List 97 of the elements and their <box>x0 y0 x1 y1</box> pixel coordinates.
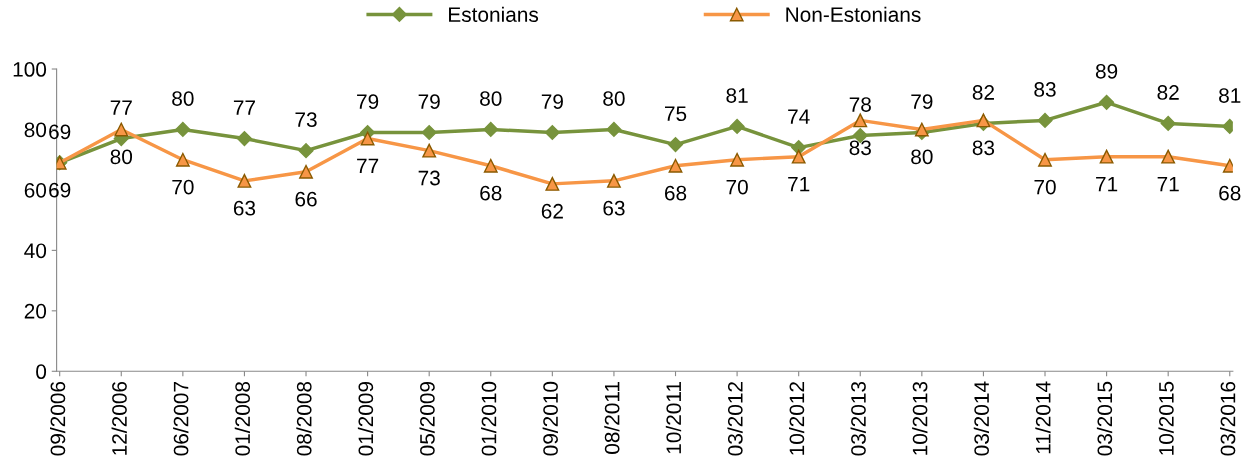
point <box>1160 115 1176 131</box>
data-label: 80 <box>480 91 502 106</box>
data-label: 69 <box>49 124 71 140</box>
data-label: 70 <box>172 179 194 195</box>
data-label: 68 <box>1219 185 1241 201</box>
y-tick-label: 60 <box>24 182 47 198</box>
data-label: 62 <box>541 203 563 219</box>
y-tick-label: 100 <box>13 62 47 77</box>
point <box>730 152 745 167</box>
point <box>1161 149 1176 164</box>
data-label: 68 <box>664 185 687 201</box>
point <box>236 130 253 147</box>
data-label: 71 <box>1096 176 1118 192</box>
x-tick-label: 03/2016 <box>1220 381 1236 456</box>
y-tick-label: 0 <box>36 364 47 380</box>
point <box>1037 112 1053 128</box>
data-label: 77 <box>110 100 132 115</box>
y-tick-label: 80 <box>24 122 47 138</box>
x-tick-label: 05/2009 <box>419 381 435 456</box>
data-label: 70 <box>726 179 748 195</box>
data-label: 79 <box>418 94 440 109</box>
point <box>791 149 806 164</box>
x-tick-label: 08/2011 <box>604 382 620 454</box>
y-tick-label: 20 <box>24 303 47 319</box>
data-label: 74 <box>788 109 810 124</box>
y-tick-label: 40 <box>24 243 47 259</box>
data-label: 66 <box>295 191 317 207</box>
data-label: 82 <box>972 85 994 100</box>
point <box>1038 152 1052 167</box>
data-label: 83 <box>972 140 995 156</box>
x-tick-label: 10/2011 <box>665 382 682 454</box>
x-tick-label: 09/2006 <box>49 381 66 456</box>
data-label: 77 <box>357 158 379 174</box>
legend-label: Non-Estonians <box>786 6 921 22</box>
data-label: 83 <box>1034 82 1056 97</box>
x-tick-label: 06/2007 <box>173 382 189 456</box>
point <box>175 121 191 138</box>
point <box>114 122 129 137</box>
data-label: 71 <box>788 176 810 192</box>
x-tick-label: 10/2015 <box>1158 381 1174 455</box>
x-tick-label: 03/2015 <box>1096 381 1113 456</box>
point <box>1099 149 1114 164</box>
point <box>422 143 437 158</box>
data-label: 75 <box>665 106 687 122</box>
data-label: 80 <box>172 91 194 106</box>
legend-label: Estonians <box>449 6 539 22</box>
data-label: 80 <box>110 149 133 165</box>
point <box>914 122 929 137</box>
data-label: 82 <box>1157 85 1179 100</box>
point <box>299 164 313 179</box>
data-label: 63 <box>233 200 256 216</box>
x-tick-label: 12/2006 <box>111 381 127 455</box>
x-tick-label: 01/2008 <box>234 381 251 456</box>
point <box>667 137 684 153</box>
data-label: 73 <box>295 112 317 128</box>
point <box>729 118 745 135</box>
x-tick-label: 03/2012 <box>727 382 743 456</box>
point <box>298 143 314 159</box>
x-tick-label: 03/2013 <box>850 381 866 456</box>
data-label: 71 <box>1157 176 1179 192</box>
data-label: 81 <box>726 88 748 103</box>
point <box>606 121 622 138</box>
data-label: 68 <box>480 185 502 201</box>
point <box>421 124 437 141</box>
data-label: 80 <box>603 91 625 106</box>
x-tick-label: 11/2014 <box>1035 381 1051 454</box>
point <box>544 124 560 141</box>
point <box>545 176 560 191</box>
data-label: 80 <box>911 149 933 165</box>
point <box>668 158 683 173</box>
data-label: 78 <box>849 97 871 112</box>
data-label: 63 <box>603 200 625 216</box>
data-label: 77 <box>233 100 255 115</box>
data-label: 79 <box>541 94 563 109</box>
point <box>606 173 621 188</box>
data-label: 69 <box>49 182 71 198</box>
data-label: 83 <box>849 140 871 156</box>
point <box>360 131 375 146</box>
point <box>237 173 252 188</box>
x-tick-label: 10/2012 <box>788 382 805 455</box>
point <box>483 121 499 138</box>
point <box>175 152 190 167</box>
x-tick-label: 09/2010 <box>542 381 558 456</box>
x-tick-label: 03/2014 <box>973 381 990 456</box>
x-tick-label: 01/2009 <box>357 381 374 456</box>
x-tick-label: 01/2010 <box>481 381 497 456</box>
point <box>483 158 498 173</box>
data-label: 81 <box>1219 88 1241 103</box>
data-label: 79 <box>911 94 933 109</box>
data-label: 89 <box>1095 63 1118 79</box>
point <box>853 113 868 128</box>
data-label: 79 <box>357 94 379 109</box>
data-label: 73 <box>418 170 440 186</box>
point <box>1099 94 1115 110</box>
data-label: 70 <box>1034 179 1056 195</box>
x-tick-label: 08/2008 <box>296 381 312 456</box>
x-tick-label: 10/2013 <box>912 381 928 455</box>
